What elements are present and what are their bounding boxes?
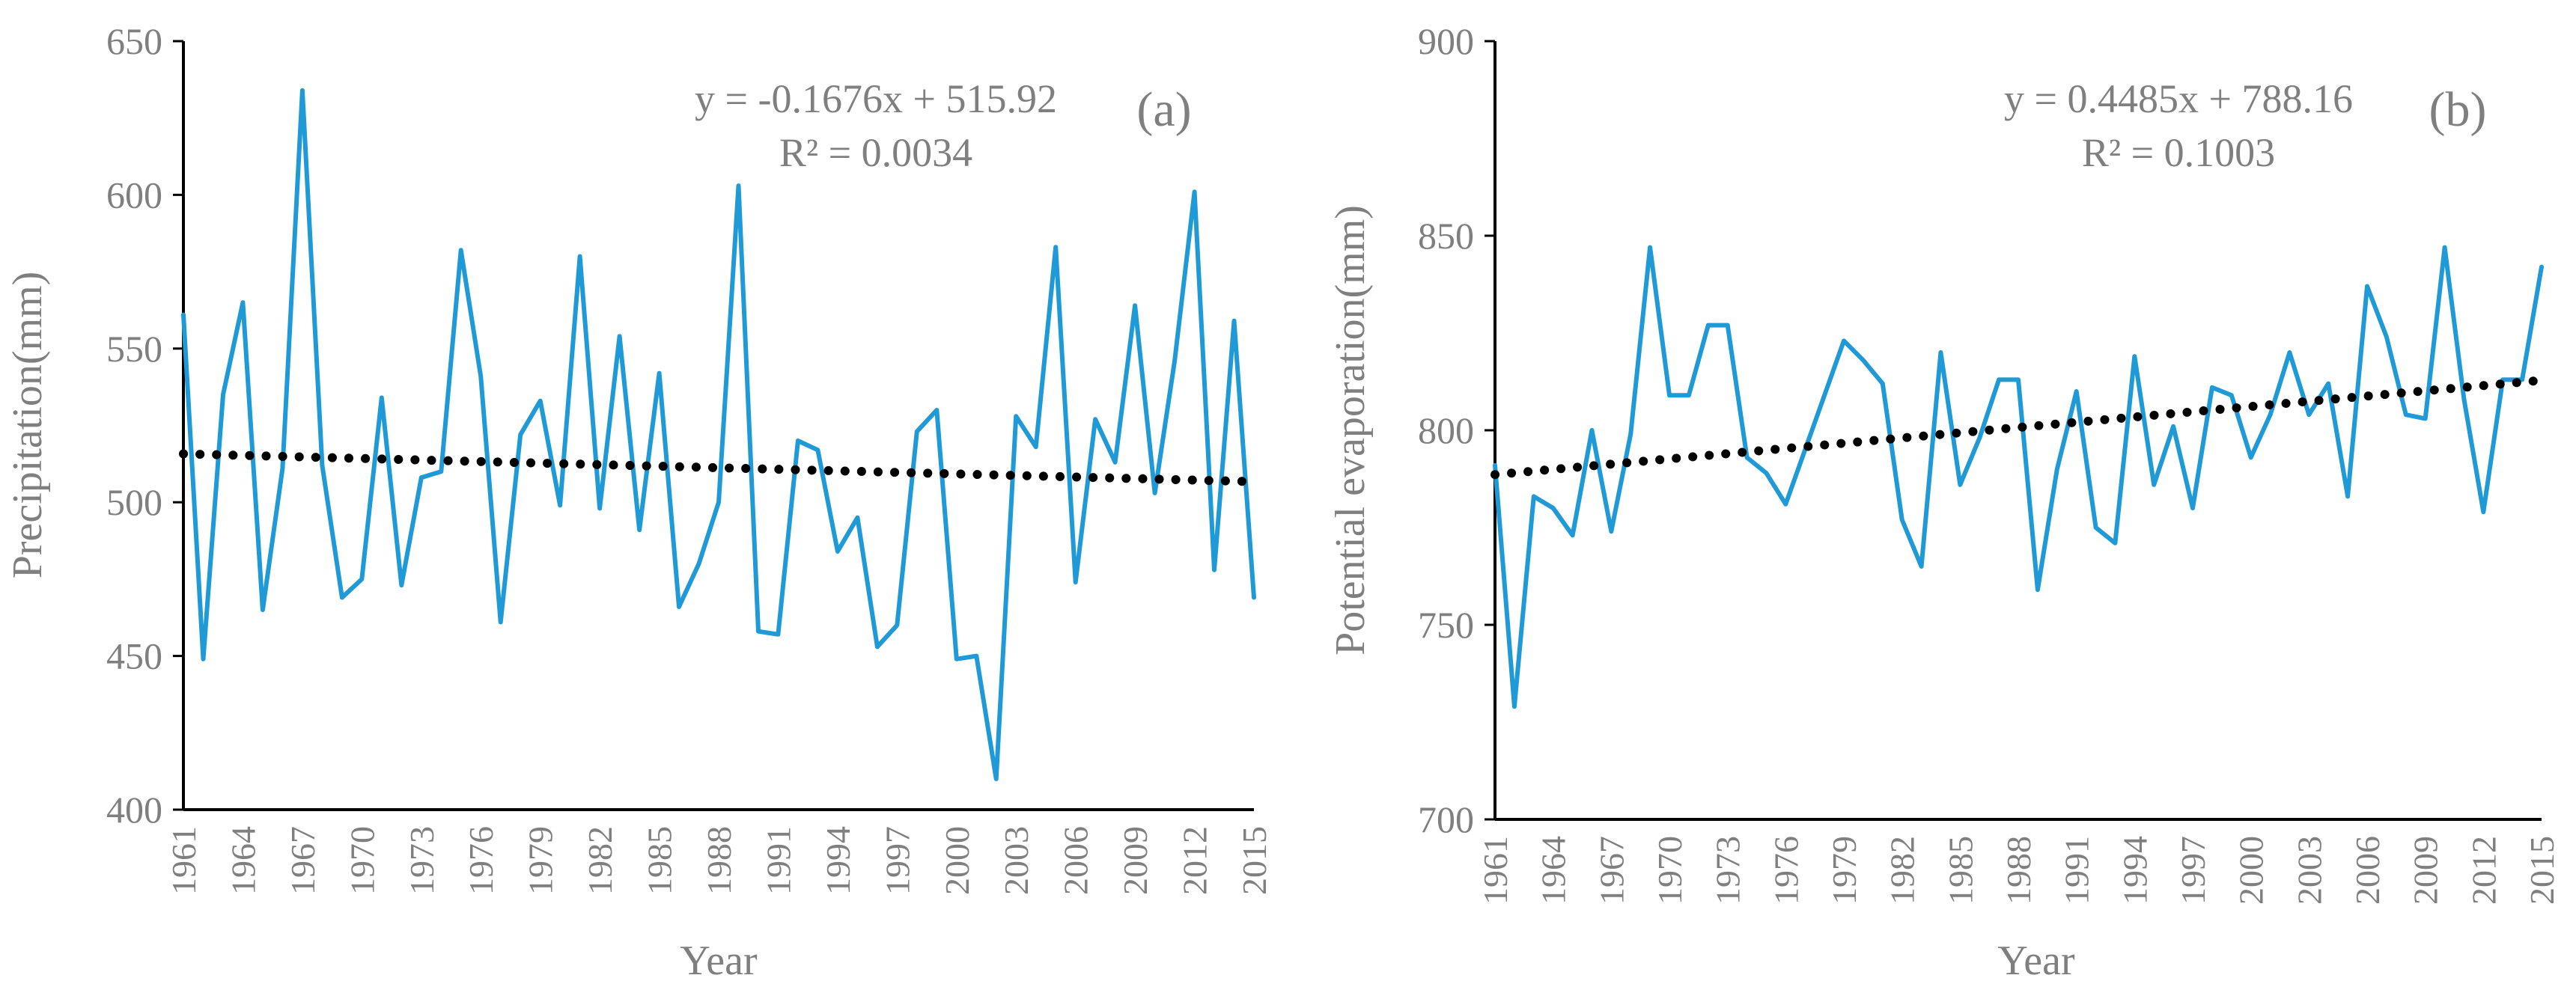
- series-line: [181, 88, 1256, 781]
- x-tick-label: 1982: [1884, 836, 1922, 905]
- y-tick-label: 500: [106, 481, 162, 523]
- x-tick-label: 2015: [1235, 826, 1273, 895]
- x-tick-label: 2000: [938, 826, 976, 895]
- x-tick-label: 2012: [1176, 826, 1214, 895]
- y-tick-label: 700: [1418, 798, 1474, 840]
- y-axis-title: Precipitation(mm): [4, 272, 51, 579]
- x-tick-label: 1976: [462, 826, 500, 895]
- x-tick-label: 2006: [2348, 836, 2387, 905]
- panel-label: (b): [2429, 82, 2487, 137]
- r-squared-label: R² = 0.1003: [2082, 130, 2275, 175]
- trend-equation: y = -0.1676x + 515.92: [695, 76, 1057, 121]
- y-tick-label: 800: [1418, 409, 1474, 451]
- x-tick-label: 1988: [700, 826, 738, 895]
- x-tick-label: 2006: [1057, 826, 1095, 895]
- x-axis-title: Year: [1997, 938, 2075, 984]
- x-axis-title: Year: [680, 938, 758, 984]
- y-tick-label: 850: [1418, 215, 1474, 257]
- y-tick-label: 600: [106, 174, 162, 216]
- x-tick-label: 1988: [2000, 836, 2038, 905]
- x-tick-label: 1985: [1941, 836, 1979, 905]
- y-axis-title: Potential evaporation(mm): [1327, 205, 1374, 656]
- x-tick-label: 2012: [2464, 836, 2503, 905]
- x-tick-label: 1994: [2116, 836, 2154, 905]
- r-squared-label: R² = 0.0034: [779, 130, 972, 175]
- y-tick-label: 450: [106, 635, 162, 677]
- x-tick-label: 1991: [759, 826, 797, 895]
- x-tick-label: 1964: [224, 826, 262, 895]
- x-tick-label: 1982: [581, 826, 619, 895]
- x-tick-label: 1979: [1825, 836, 1863, 905]
- trendline: [1491, 376, 2546, 480]
- x-tick-label: 1961: [165, 826, 203, 895]
- chart-panel-1: 400 450 500 550 600 650 1961 1964 1967 1970 1973 19…: [4, 20, 1273, 984]
- y-tick-label: 750: [1418, 604, 1474, 646]
- x-tick-label: 1973: [1709, 836, 1747, 905]
- x-tick-label: 2015: [2523, 836, 2561, 905]
- x-tick-label: 2003: [2290, 836, 2328, 905]
- x-tick-label: 1967: [284, 826, 322, 895]
- x-tick-label: 1967: [1592, 836, 1630, 905]
- x-tick-label: 2009: [2407, 836, 2445, 905]
- y-tick-label: 900: [1418, 20, 1474, 62]
- x-tick-label: 2000: [2232, 836, 2271, 905]
- x-tick-label: 1976: [1767, 836, 1805, 905]
- y-tick-label: 650: [106, 20, 162, 62]
- x-tick-label: 1997: [2174, 836, 2212, 905]
- y-tick-label: 400: [106, 789, 162, 831]
- y-tick-label: 550: [106, 328, 162, 370]
- x-tick-label: 1994: [819, 826, 857, 895]
- x-tick-label: 1979: [522, 826, 560, 895]
- x-tick-label: 1964: [1535, 836, 1573, 905]
- trendline: [179, 449, 1258, 486]
- x-tick-label: 1970: [343, 826, 381, 895]
- x-tick-label: 1991: [2058, 836, 2096, 905]
- x-tick-label: 1970: [1651, 836, 1689, 905]
- series-line: [1493, 245, 2544, 709]
- trend-equation: y = 0.4485x + 788.16: [2004, 76, 2353, 121]
- x-tick-label: 1985: [641, 826, 679, 895]
- x-tick-label: 1997: [878, 826, 916, 895]
- panel-label: (a): [1136, 82, 1191, 137]
- x-tick-label: 2009: [1116, 826, 1154, 895]
- x-tick-label: 1973: [403, 826, 441, 895]
- x-tick-label: 1961: [1476, 836, 1514, 905]
- x-tick-label: 2003: [997, 826, 1035, 895]
- chart-panel-2: 700 750 800 850 900 1961 1964 1967 1970 1973 1976 1…: [1327, 20, 2561, 984]
